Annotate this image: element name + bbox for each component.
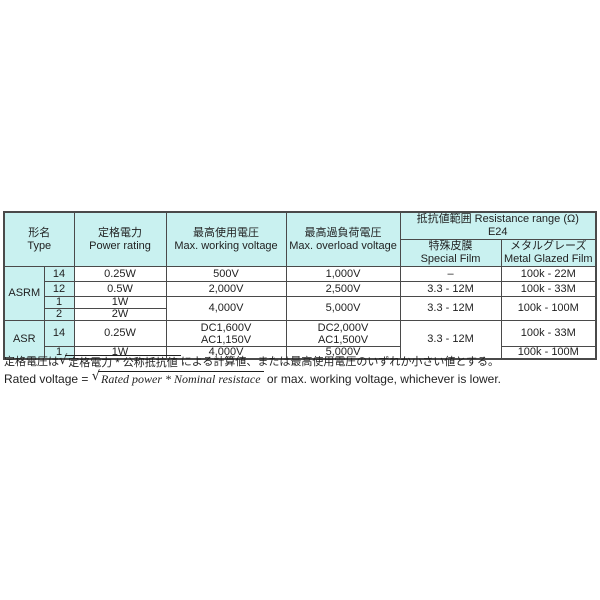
col-header-special-film: 特殊皮膜 Special Film	[399, 239, 502, 267]
footnote-en-suffix: or max. working voltage, whichever is lo…	[263, 372, 502, 386]
table-row: 1 1W 4,000V 5,000V 3.3 - 12M 100k - 100M	[4, 296, 597, 321]
cell-metal-glazed-range: 100k - 100M	[500, 346, 597, 360]
cell-max-working-voltage: 4,000V	[165, 296, 287, 321]
table-row: 1 1W 4,000V 5,000V 100k - 100M	[4, 346, 597, 360]
cell-size: 12	[43, 281, 75, 297]
cell-size: 1	[43, 296, 75, 309]
cell-special-film-range: –	[399, 266, 502, 282]
cell-size: 2	[43, 308, 75, 321]
cell-max-working-voltage: 2,000V	[165, 281, 287, 297]
cell-power-rating: 0.5W	[73, 281, 167, 297]
cell-power-rating: 0.25W	[73, 320, 167, 347]
header-row-1: 形名 Type 定格電力 Power rating 最高使用電圧 Max. wo…	[3, 211, 597, 267]
cell-metal-glazed-range: 100k - 100M	[500, 296, 597, 321]
col-header-max-overload-voltage: 最高過負荷電圧 Max. overload voltage	[285, 211, 401, 267]
col-header-special-film-en: Special Film	[420, 253, 481, 265]
cell-special-film-range: 3.3 - 12M	[399, 296, 502, 321]
col-header-max-overload-voltage-ja: 最高過負荷電圧	[304, 226, 382, 239]
footnote-japanese: 定格電圧は√定格電力 * 公称抵抗値 による計算値、または最高使用電圧のいずれか小…	[4, 353, 598, 370]
cell-max-working-voltage: 500V	[165, 266, 287, 282]
table-row: ASR 14 0.25W DC1,600V AC1,150V DC2,000V …	[3, 320, 597, 360]
cell-power-rating: 1W	[73, 296, 167, 309]
cell-power-rating: 0.25W	[73, 266, 167, 282]
voltage-line-dc: DC1,600V	[200, 321, 252, 334]
table-row: ASRM 14 0.25W 500V 1,000V – 100k - 22M	[3, 266, 597, 321]
col-header-type-en: Type	[27, 239, 52, 252]
cell-metal-glazed-range: 100k - 33M	[500, 281, 597, 297]
col-header-metal-glazed-film-ja: メタルグレーズ	[510, 240, 587, 253]
cell-power-rating: 2W	[73, 308, 167, 321]
cell-max-working-voltage: DC1,600V AC1,150V	[165, 320, 287, 347]
col-header-power-rating-ja: 定格電力	[98, 226, 143, 239]
cell-special-film-range: 3.3 - 12M	[399, 320, 502, 360]
col-header-resistance-range-series: E24	[487, 226, 508, 238]
col-header-type: 形名 Type	[3, 211, 75, 267]
footnote-en-prefix: Rated voltage =	[4, 372, 92, 386]
resistor-spec-table: 形名 Type 定格電力 Power rating 最高使用電圧 Max. wo…	[3, 211, 598, 360]
col-header-power-rating: 定格電力 Power rating	[73, 211, 167, 267]
footnote-ja-suffix: による計算値、または最高使用電圧のいずれか小さい値とする。	[180, 356, 500, 368]
footnotes: 定格電圧は√定格電力 * 公称抵抗値 による計算値、または最高使用電圧のいずれか小…	[4, 353, 598, 387]
col-header-max-working-voltage: 最高使用電圧 Max. working voltage	[165, 211, 287, 267]
cell-metal-glazed-range: 100k - 22M	[500, 266, 597, 282]
cell-size: 14	[43, 266, 75, 282]
col-header-resistance-range-title: 抵抗値範囲 Resistance range (Ω)	[416, 213, 579, 225]
cell-max-overload-voltage: 1,000V	[285, 266, 401, 282]
col-header-power-rating-en: Power rating	[89, 239, 151, 252]
col-header-resistance-range: 抵抗値範囲 Resistance range (Ω) E24	[399, 211, 597, 240]
cell-max-overload-voltage: 2,500V	[285, 281, 401, 297]
footnote-ja-prefix: 定格電圧は	[4, 356, 59, 368]
cell-metal-glazed-range: 100k - 33M	[500, 320, 597, 347]
col-header-max-working-voltage-ja: 最高使用電圧	[193, 226, 260, 239]
cell-max-working-voltage: 4,000V	[165, 346, 287, 360]
footnote-english: Rated voltage = √Rated power * Nominal r…	[4, 369, 598, 387]
header-row-2: 特殊皮膜 Special Film メタルグレーズ Metal Glazed F…	[4, 239, 597, 267]
cell-type-asrm: ASRM	[3, 266, 45, 321]
col-header-type-ja: 形名	[28, 226, 51, 239]
sqrt-radical-icon: √	[91, 369, 101, 384]
col-header-special-film-ja: 特殊皮膜	[428, 240, 473, 253]
table-row: 12 0.5W 2,000V 2,500V 3.3 - 12M 100k - 3…	[4, 281, 597, 297]
cell-type-asr: ASR	[3, 320, 45, 360]
voltage-line-ac: AC1,500V	[317, 333, 369, 346]
col-header-max-working-voltage-en: Max. working voltage	[174, 239, 278, 252]
col-header-metal-glazed-film-en: Metal Glazed Film	[503, 253, 593, 265]
footnote-en-formula: Rated power * Nominal resistace	[98, 371, 264, 385]
footnote-ja-formula: 定格電力 * 公称抵抗値	[65, 355, 181, 369]
voltage-line-dc: DC2,000V	[317, 321, 369, 334]
cell-max-overload-voltage: DC2,000V AC1,500V	[285, 320, 401, 347]
cell-size: 14	[43, 320, 75, 347]
voltage-line-ac: AC1,150V	[200, 333, 252, 346]
col-header-metal-glazed-film: メタルグレーズ Metal Glazed Film	[500, 239, 597, 267]
col-header-max-overload-voltage-en: Max. overload voltage	[289, 239, 397, 252]
cell-special-film-range: 3.3 - 12M	[399, 281, 502, 297]
cell-max-overload-voltage: 5,000V	[285, 346, 401, 360]
cell-max-overload-voltage: 5,000V	[285, 296, 401, 321]
sqrt-radical-icon: √	[59, 353, 68, 368]
